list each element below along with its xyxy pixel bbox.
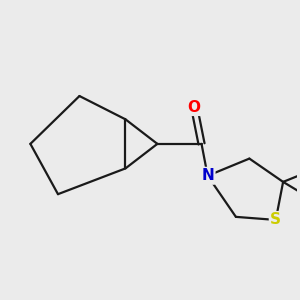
Text: S: S — [270, 212, 281, 227]
Text: N: N — [201, 168, 214, 183]
Text: O: O — [188, 100, 201, 115]
